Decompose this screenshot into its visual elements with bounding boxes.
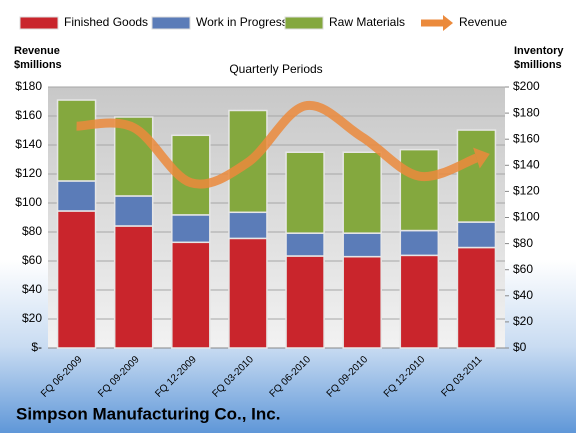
bar-segment: [342, 255, 382, 349]
y2-tick-label: $20: [513, 314, 533, 328]
revenue-line: [76, 100, 479, 189]
bar-segment: [456, 221, 497, 249]
bar-segment: [285, 255, 325, 349]
bar-segment: [285, 151, 325, 234]
x-tick-label: FQ 12-2009: [153, 354, 199, 400]
bar-segment: [228, 237, 268, 349]
bar-segment: [171, 241, 211, 349]
x-tick-label: FQ 06-2010: [268, 354, 314, 400]
bar-segment: [399, 229, 440, 257]
legend-label: Revenue: [459, 15, 507, 29]
bar-segment: [56, 210, 97, 349]
bar-segment: [56, 180, 97, 212]
x-tick-label: FQ 12-2010: [382, 354, 428, 400]
y2-tick-label: $200: [513, 79, 540, 93]
y2-tick-label: $100: [513, 210, 540, 224]
y2-tick-label: $160: [513, 131, 540, 145]
caption: Simpson Manufacturing Co., Inc.: [16, 404, 280, 423]
bar-segment: [113, 225, 154, 349]
y-axis-title: Revenue $millions: [14, 45, 62, 71]
legend-label: Finished Goods: [64, 15, 148, 29]
y-tick-label: $40: [22, 282, 42, 296]
legend-swatch: [151, 16, 191, 30]
legend-arrow: [443, 15, 453, 31]
legend-label: Work in Progress: [196, 15, 288, 29]
y-tick-label: $20: [22, 311, 42, 325]
y2-tick-label: $180: [513, 105, 540, 119]
bar-segment: [342, 151, 382, 234]
y2-tick-label: $0: [513, 340, 527, 354]
y-tick-label: $100: [15, 195, 42, 209]
y-tick-label: $60: [22, 253, 42, 267]
y-tick-label: $80: [22, 224, 42, 238]
y-tick-label: $120: [15, 166, 42, 180]
revenue-arrowhead: [473, 147, 490, 169]
bar-segment: [342, 232, 382, 258]
y-tick-label: $160: [15, 108, 42, 122]
y2-axis-title: Inventory $millions: [514, 45, 564, 71]
y2-tick-label: $40: [513, 288, 533, 302]
bar-segment: [399, 254, 440, 349]
x-tick-label: FQ 06-2009: [39, 354, 85, 400]
y-tick-label: $140: [15, 137, 42, 151]
y-tick-label: $-: [31, 340, 42, 354]
legend-swatch: [284, 16, 324, 30]
y2-tick-label: $120: [513, 184, 540, 198]
y-tick-label: $180: [15, 79, 42, 93]
bar-segment: [456, 129, 497, 223]
bar-segment: [456, 246, 497, 349]
legend-label: Raw Materials: [329, 15, 405, 29]
bar-segment: [228, 211, 268, 240]
chart-title: Quarterly Periods: [229, 62, 322, 76]
bar-segment: [56, 99, 97, 182]
x-tick-label: FQ 03-2011: [439, 354, 484, 399]
x-tick-label: FQ 09-2009: [96, 354, 142, 400]
x-tick-label: FQ 09-2010: [325, 354, 371, 400]
legend-swatch: [19, 16, 59, 30]
bar-segment: [285, 232, 325, 257]
bar-segment: [399, 148, 440, 232]
bar-segment: [171, 214, 211, 244]
y2-tick-label: $140: [513, 157, 540, 171]
y2-tick-label: $60: [513, 262, 533, 276]
y2-tick-label: $80: [513, 236, 533, 250]
x-tick-label: FQ 03-2010: [210, 354, 256, 400]
bar-segment: [113, 195, 154, 227]
